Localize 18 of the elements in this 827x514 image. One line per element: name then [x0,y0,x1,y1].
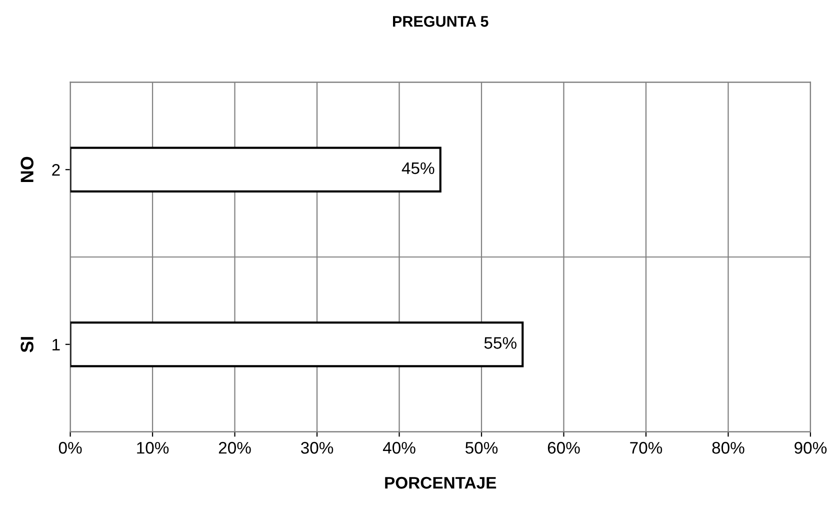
x-tick-label: 80% [712,442,744,454]
x-tick-label: 60% [548,442,580,454]
chart-title: PREGUNTA 5 [393,16,488,27]
x-tick-label: 40% [382,442,416,454]
x-tick-label: 0% [58,442,82,454]
text: SI [20,337,34,352]
x-tick-label: 70% [630,442,662,454]
x-tick-label: 10% [137,442,169,454]
x-axis-title: PORCENTAJE [385,476,496,489]
data-label: 45% [402,162,434,174]
x-tick-label: 30% [300,442,334,454]
x-tick-label: 90% [794,442,827,454]
y-tick-label: 2 [52,164,60,176]
y-tick-label: 1 [52,338,60,350]
text: NO [20,156,34,182]
x-tick-label: 20% [218,442,251,454]
data-label: 55% [484,337,516,349]
x-tick-label: 50% [465,442,498,454]
